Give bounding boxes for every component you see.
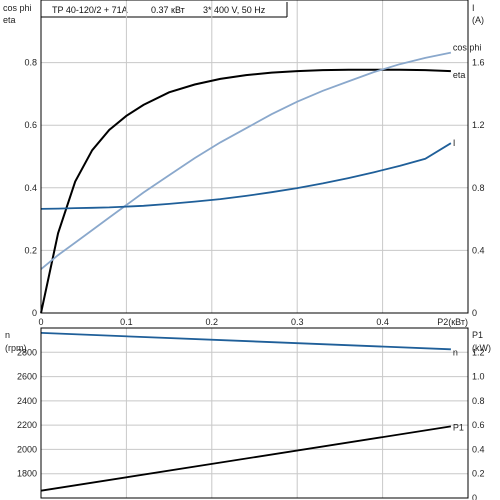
x-tick-label: 0.4 xyxy=(376,317,389,327)
y-left-axis-title: cos phi xyxy=(3,3,32,13)
y-right-tick-label: 0.8 xyxy=(472,183,485,193)
x-tick-label: 0.1 xyxy=(120,317,133,327)
y-right-tick-label: 1.0 xyxy=(472,372,485,382)
top-panel-axes: 0 0.1 0.2 0.3 0.4 P2(кВт) 0 0.2 0.4 0.6 0.8 0 0.4 0.8… xyxy=(3,0,485,327)
curve-label-eta: eta xyxy=(453,70,466,80)
p1-curve xyxy=(40,425,452,492)
y-left-tick-label: 0.2 xyxy=(24,245,37,255)
chart-header: TP 40-120/2 + 71A 0.37 кВт 3* 400 V, 50 … xyxy=(52,5,266,15)
y-left-tick-label: 0 xyxy=(32,308,37,318)
cos-phi-curve xyxy=(40,51,452,270)
y-right-tick-label: 0.6 xyxy=(472,420,485,430)
y-left-axis-title: (rpm) xyxy=(5,343,27,353)
y-right-axis-title: (A) xyxy=(472,15,484,25)
y-left-tick-label: 2400 xyxy=(17,396,37,406)
y-left-tick-label: 2000 xyxy=(17,444,37,454)
y-left-tick-label: 2200 xyxy=(17,420,37,430)
y-right-tick-label: 1.2 xyxy=(472,120,485,130)
top-panel-frame xyxy=(40,0,469,314)
x-tick-label: 0 xyxy=(38,317,43,327)
y-left-axis-title: eta xyxy=(3,15,16,25)
bottom-panel-grid xyxy=(41,328,468,498)
y-right-tick-label: 0.2 xyxy=(472,469,485,479)
header-supply: 3* 400 V, 50 Hz xyxy=(203,5,266,15)
header-model: TP 40-120/2 + 71A xyxy=(52,5,128,15)
y-right-axis-title: (kW) xyxy=(472,343,491,353)
curve-label-current: I xyxy=(453,138,456,148)
y-right-tick-label: 0 xyxy=(472,493,477,500)
current-curve xyxy=(40,142,452,210)
y-left-tick-label: 1800 xyxy=(17,469,37,479)
y-right-tick-label: 0.4 xyxy=(472,444,485,454)
y-left-tick-label: 0.8 xyxy=(24,58,37,68)
y-left-axis-title: n xyxy=(5,330,10,340)
bottom-panel-axes: 1800 2000 2200 2400 2600 2800 0 0.2 0.4 0.6 0.8 1.0… xyxy=(5,327,491,500)
x-tick-label: 0.3 xyxy=(291,317,304,327)
curve-label-cos-phi: cos phi xyxy=(453,43,482,53)
x-tick-label: 0.2 xyxy=(206,317,219,327)
eta-curve xyxy=(40,68,451,314)
bottom-panel-frame xyxy=(40,327,469,499)
y-right-axis-title: P1 xyxy=(472,330,483,340)
bottom-panel-curves: n P1 xyxy=(40,332,464,492)
header-power: 0.37 кВт xyxy=(151,5,185,15)
y-left-tick-label: 0.4 xyxy=(24,183,37,193)
y-right-tick-label: 1.6 xyxy=(472,58,485,68)
speed-curve xyxy=(40,332,451,351)
curve-label-p1: P1 xyxy=(453,422,464,432)
y-right-axis-title: I xyxy=(472,3,475,13)
top-panel-grid xyxy=(41,0,468,313)
y-left-tick-label: 2600 xyxy=(17,372,37,382)
y-right-tick-label: 0 xyxy=(472,308,477,318)
y-right-tick-label: 1.2 xyxy=(472,347,485,357)
y-left-tick-label: 0.6 xyxy=(24,120,37,130)
y-left-tick-label: 2800 xyxy=(17,347,37,357)
top-panel-curves: eta cos phi I xyxy=(40,43,482,314)
y-right-tick-label: 0.8 xyxy=(472,396,485,406)
curve-label-speed: n xyxy=(453,347,458,357)
y-right-tick-label: 0.4 xyxy=(472,245,485,255)
x-axis-title: P2(кВт) xyxy=(437,317,468,327)
